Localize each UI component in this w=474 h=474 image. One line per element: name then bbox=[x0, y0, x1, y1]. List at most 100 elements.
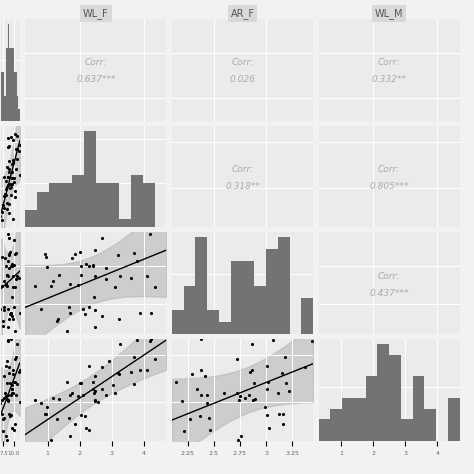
Point bbox=[0, 399, 4, 407]
Point bbox=[9, 332, 16, 339]
Bar bbox=[448, 398, 460, 441]
Point bbox=[85, 303, 92, 310]
Point bbox=[12, 145, 20, 153]
Point bbox=[319, 357, 327, 365]
Point bbox=[278, 369, 286, 377]
Point bbox=[251, 395, 258, 402]
Point bbox=[9, 390, 17, 397]
Bar bbox=[413, 376, 425, 441]
Point bbox=[115, 316, 123, 323]
Point bbox=[94, 398, 102, 406]
Point bbox=[41, 250, 48, 258]
Point bbox=[130, 353, 138, 361]
Point bbox=[143, 273, 151, 280]
Point bbox=[325, 380, 332, 388]
Point bbox=[43, 403, 51, 411]
Point bbox=[147, 336, 155, 343]
Point bbox=[143, 366, 151, 374]
Point bbox=[10, 236, 18, 244]
Point bbox=[251, 379, 258, 387]
Bar bbox=[330, 409, 342, 441]
Point bbox=[0, 372, 8, 380]
Point bbox=[11, 188, 18, 195]
Point bbox=[0, 344, 4, 351]
Point bbox=[5, 200, 13, 208]
Point bbox=[182, 319, 190, 327]
Point bbox=[5, 307, 13, 314]
Bar bbox=[9, 48, 10, 120]
Point bbox=[77, 262, 85, 269]
Point bbox=[4, 323, 11, 330]
Text: 0.805***: 0.805*** bbox=[370, 182, 409, 191]
Point bbox=[241, 394, 249, 401]
Point bbox=[0, 209, 5, 216]
Point bbox=[78, 379, 85, 387]
Bar bbox=[131, 174, 143, 228]
Point bbox=[246, 368, 254, 376]
Point bbox=[0, 237, 7, 244]
Bar bbox=[119, 219, 131, 228]
Point bbox=[10, 174, 18, 182]
Bar bbox=[108, 183, 119, 228]
Point bbox=[68, 389, 76, 397]
Point bbox=[10, 303, 18, 310]
Point bbox=[9, 174, 16, 182]
Point bbox=[7, 391, 14, 398]
Bar bbox=[278, 237, 290, 334]
Point bbox=[8, 262, 16, 270]
Point bbox=[91, 397, 99, 405]
Point bbox=[11, 193, 19, 201]
Point bbox=[357, 331, 365, 338]
Point bbox=[8, 261, 16, 268]
Point bbox=[16, 337, 24, 345]
Point bbox=[0, 428, 7, 435]
Bar bbox=[207, 310, 219, 334]
Point bbox=[8, 183, 15, 191]
Point bbox=[13, 155, 21, 163]
Point bbox=[91, 389, 98, 397]
Point bbox=[5, 251, 13, 258]
Point bbox=[0, 387, 3, 394]
Point bbox=[206, 414, 213, 422]
Point bbox=[16, 274, 23, 282]
Point bbox=[98, 364, 106, 371]
Point bbox=[0, 217, 6, 224]
Point bbox=[265, 425, 273, 432]
Point bbox=[33, 332, 40, 339]
Point bbox=[0, 255, 6, 262]
Text: Corr:: Corr: bbox=[231, 165, 254, 174]
Bar bbox=[365, 376, 377, 441]
Bar bbox=[342, 398, 354, 441]
Point bbox=[31, 396, 39, 403]
Point bbox=[65, 414, 73, 422]
Point bbox=[12, 392, 19, 399]
Point bbox=[91, 397, 99, 404]
Point bbox=[0, 403, 2, 411]
Point bbox=[10, 378, 18, 386]
Point bbox=[91, 372, 99, 380]
Point bbox=[9, 389, 16, 397]
Point bbox=[308, 337, 315, 345]
Point bbox=[234, 356, 241, 363]
Point bbox=[0, 192, 8, 200]
Point bbox=[370, 328, 378, 336]
Point bbox=[282, 379, 290, 386]
Title: WL_M: WL_M bbox=[375, 8, 403, 19]
Point bbox=[189, 371, 196, 378]
Point bbox=[0, 305, 4, 313]
Point bbox=[0, 307, 8, 314]
Point bbox=[5, 143, 13, 150]
Point bbox=[8, 262, 15, 269]
Point bbox=[199, 236, 206, 244]
Point bbox=[114, 369, 122, 377]
Point bbox=[1, 254, 9, 262]
Point bbox=[7, 310, 15, 317]
Point bbox=[2, 363, 10, 370]
Bar bbox=[3, 72, 4, 120]
Point bbox=[5, 168, 13, 176]
Point bbox=[11, 356, 19, 363]
Point bbox=[3, 436, 11, 444]
Point bbox=[98, 235, 106, 242]
Point bbox=[5, 331, 13, 338]
Point bbox=[0, 345, 6, 352]
